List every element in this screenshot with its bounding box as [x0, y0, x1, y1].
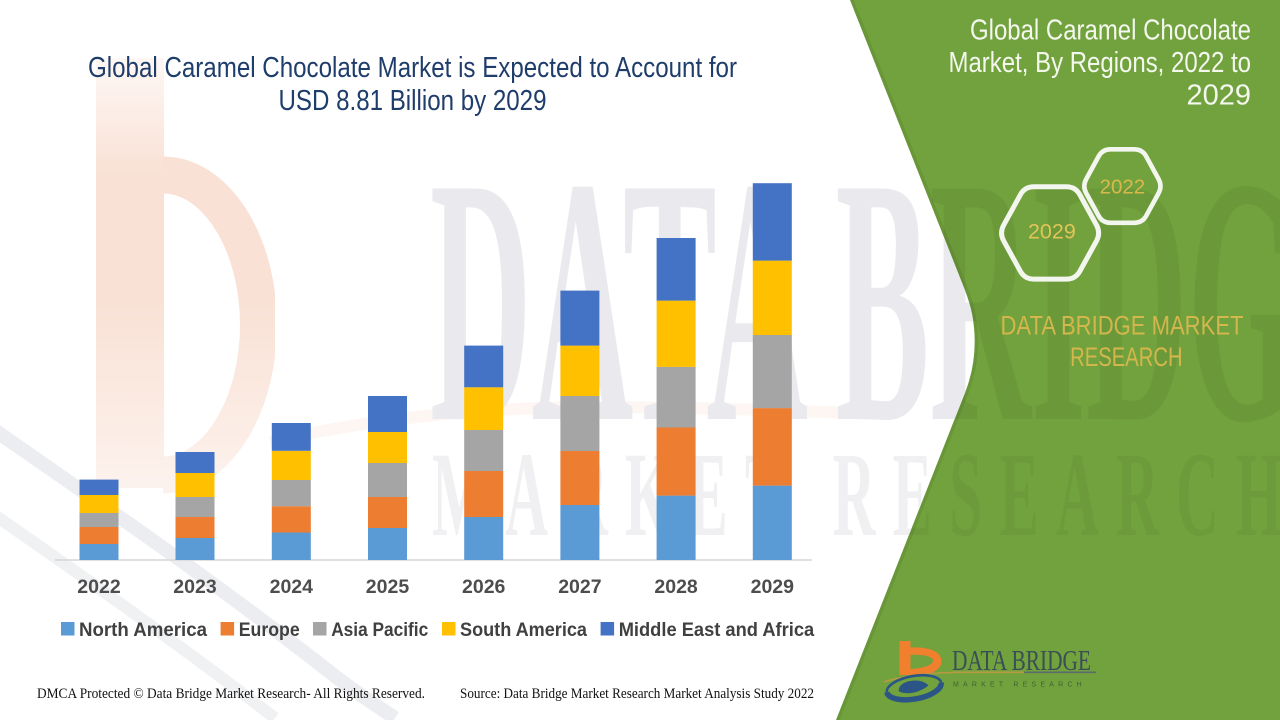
svg-text:2029: 2029	[1028, 220, 1076, 244]
svg-text:2023: 2023	[173, 576, 217, 598]
svg-text:2024: 2024	[270, 576, 314, 598]
svg-text:2029: 2029	[751, 576, 795, 598]
svg-text:Market, By Regions, 2022 to: Market, By Regions, 2022 to	[949, 47, 1252, 79]
svg-text:DMCA Protected © Data Bridge M: DMCA Protected © Data Bridge Market Rese…	[37, 686, 425, 702]
svg-text:2026: 2026	[462, 576, 506, 598]
svg-text:DATA BRIDGE MARKET: DATA BRIDGE MARKET	[1001, 311, 1244, 341]
svg-text:Global Caramel Chocolate Marke: Global Caramel Chocolate Market is Expec…	[88, 52, 737, 84]
svg-text:Middle East and Africa: Middle East and Africa	[619, 620, 815, 641]
svg-text:MARKET RESEARCH: MARKET RESEARCH	[432, 427, 1280, 562]
svg-text:RESEARCH: RESEARCH	[1070, 342, 1183, 372]
svg-text:North America: North America	[79, 620, 207, 641]
svg-text:DATA BRIDGE: DATA BRIDGE	[952, 645, 1091, 677]
svg-text:Source: Data Bridge Market Res: Source: Data Bridge Market Research Mark…	[460, 686, 814, 702]
svg-text:South America: South America	[460, 620, 587, 641]
svg-text:2025: 2025	[366, 576, 410, 598]
svg-text:2028: 2028	[654, 576, 698, 598]
svg-text:2029: 2029	[1186, 80, 1251, 112]
svg-text:2027: 2027	[558, 576, 601, 598]
svg-text:Europe: Europe	[239, 620, 300, 641]
svg-text:DATA BRIDGE: DATA BRIDGE	[430, 105, 1280, 495]
svg-text:Global Caramel Chocolate: Global Caramel Chocolate	[970, 15, 1251, 47]
svg-text:MARKET RESEARCH: MARKET RESEARCH	[953, 682, 1086, 689]
svg-text:Asia Pacific: Asia Pacific	[331, 620, 428, 641]
svg-text:USD 8.81 Billion by 2029: USD 8.81 Billion by 2029	[279, 85, 547, 117]
svg-text:2022: 2022	[1100, 176, 1146, 199]
svg-text:2022: 2022	[77, 576, 121, 598]
